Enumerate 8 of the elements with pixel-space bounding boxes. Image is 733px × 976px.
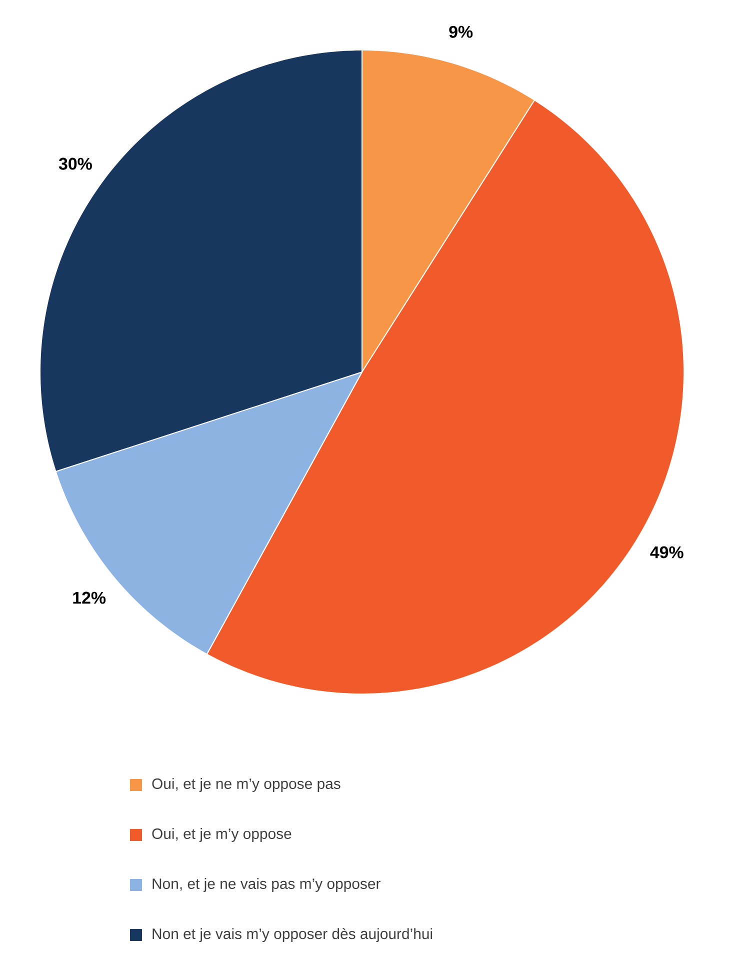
legend-label: Oui, et je m’y oppose	[152, 828, 292, 842]
data-label: 12%	[73, 592, 106, 604]
legend-label: Non et je vais m’y opposer dès aujourd’hui	[152, 928, 432, 942]
data-label: 49%	[650, 546, 684, 558]
data-label: 30%	[58, 158, 92, 170]
legend-label: Non, et je ne vais pas m’y opposer	[152, 878, 380, 892]
legend-label: Oui, et je ne m’y oppose pas	[152, 778, 340, 792]
data-label: 9%	[449, 26, 473, 38]
